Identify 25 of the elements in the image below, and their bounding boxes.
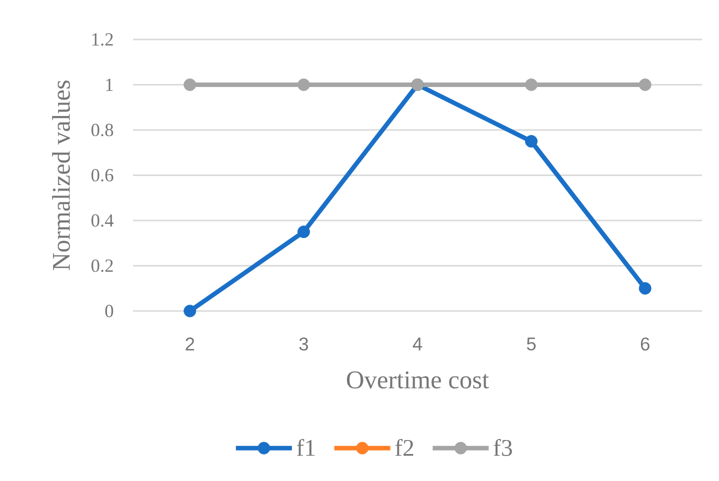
legend-label: f2: [395, 438, 414, 456]
x-tick-label: 2: [186, 338, 194, 350]
y-tick-label: 0.8: [91, 124, 114, 136]
legend-label: f1: [296, 438, 315, 456]
y-tick-label: 0: [105, 304, 114, 318]
x-tick-label: 3: [299, 337, 308, 351]
point: [525, 78, 538, 91]
y-tick-label: 0.6: [91, 168, 114, 182]
x-tick-label: 6: [640, 337, 650, 351]
y-tick-label: 0.2: [91, 259, 113, 272]
legend-label: f3: [494, 438, 512, 456]
point: [525, 135, 538, 148]
point: [638, 282, 652, 295]
x-axis-title: Overtime cost: [346, 371, 489, 388]
y-tick-label: 1: [106, 78, 113, 91]
y-tick-label: 1.2: [92, 33, 113, 46]
x-tick-label: 4: [412, 338, 422, 350]
x-tick-label: 5: [526, 338, 536, 350]
y-axis-title: Normalized values: [52, 80, 70, 270]
point: [184, 78, 196, 91]
point: [638, 78, 652, 91]
point: [297, 226, 310, 238]
point: [297, 78, 310, 91]
y-tick-label: 0.4: [91, 214, 114, 227]
point: [184, 304, 196, 318]
